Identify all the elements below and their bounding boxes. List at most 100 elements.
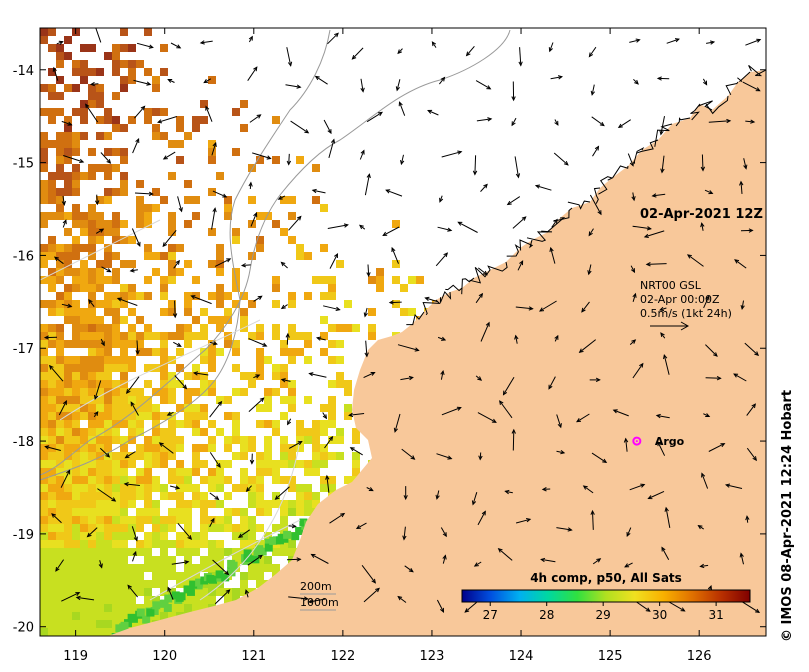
- current-arrow-shaft: [437, 336, 446, 341]
- current-arrow-head: [587, 270, 592, 276]
- sst-cell: [80, 276, 88, 284]
- current-arrow-head: [148, 44, 154, 49]
- current-arrow-head: [55, 566, 60, 572]
- sst-cell: [112, 124, 120, 132]
- sst-cell: [48, 412, 56, 420]
- sst-cell: [40, 244, 48, 252]
- sst-cell: [120, 300, 128, 308]
- sst-cell: [168, 356, 176, 364]
- sst-cell: [264, 396, 272, 404]
- sst-cell: [40, 540, 48, 548]
- sst-cell: [64, 524, 72, 532]
- lat-tick-label: -20: [13, 621, 34, 636]
- sst-cell: [320, 476, 328, 484]
- sst-cell: [48, 92, 56, 100]
- sst-cell: [160, 444, 168, 452]
- sst-cell: [368, 276, 376, 284]
- argo-float-marker[interactable]: [632, 436, 642, 446]
- current-arrow-head: [595, 377, 601, 383]
- coastline-segment: [705, 95, 729, 115]
- sst-cell: [120, 484, 128, 492]
- current-arrow-head: [447, 455, 453, 460]
- sst-cell: [104, 564, 112, 572]
- sst-cell: [176, 444, 184, 452]
- sst-cell: [88, 532, 96, 540]
- sst-cell: [208, 388, 216, 396]
- sst-cell: [80, 396, 88, 404]
- sst-cell: [160, 388, 168, 396]
- sst-cell: [240, 580, 248, 588]
- sst-cell: [48, 84, 56, 92]
- sst-cell: [128, 492, 136, 500]
- sst-cell: [176, 380, 184, 388]
- current-arrow-shaft: [363, 372, 375, 379]
- sst-cell: [56, 436, 64, 444]
- sst-cell: [160, 580, 168, 588]
- sst-cell: [40, 372, 48, 380]
- sst-cell: [232, 484, 240, 492]
- current-arrow-head: [594, 145, 600, 151]
- sst-cell: [221, 573, 230, 582]
- sst-cell: [152, 500, 160, 508]
- current-arrow-head: [465, 51, 471, 57]
- current-arrow-shaft: [391, 247, 399, 264]
- sst-cell: [88, 508, 96, 516]
- current-arrow-shaft: [363, 588, 380, 603]
- sst-cell: [128, 548, 136, 556]
- current-arrow-head: [175, 259, 180, 265]
- sst-cell: [72, 396, 80, 404]
- sst-cell: [144, 68, 152, 76]
- current-arrow-shaft: [99, 447, 110, 458]
- sst-cell: [144, 244, 152, 252]
- current-arrow-shaft: [400, 154, 404, 165]
- current-arrow-head: [441, 336, 447, 341]
- current-arrow-shaft: [514, 156, 519, 178]
- sst-cell: [104, 340, 112, 348]
- sst-cell: [104, 588, 112, 596]
- sst-cell: [136, 388, 144, 396]
- sst-cell: [120, 532, 128, 540]
- coastline-segment: [598, 176, 613, 195]
- sst-cell: [176, 156, 184, 164]
- current-arrow-head: [106, 159, 112, 164]
- sst-cell: [136, 492, 144, 500]
- sst-cell: [144, 564, 152, 572]
- sst-cell: [48, 324, 56, 332]
- sst-cell: [64, 140, 72, 148]
- sst-cell: [264, 420, 272, 428]
- current-arrow-head: [686, 254, 692, 259]
- current-arrow-shaft: [162, 229, 177, 247]
- sst-cell: [184, 500, 192, 508]
- current-arrow-head: [554, 334, 559, 340]
- sst-cell: [336, 324, 344, 332]
- sst-cell: [120, 156, 128, 164]
- sst-cell: [112, 116, 120, 124]
- current-arrow-shaft: [663, 354, 670, 375]
- sst-cell: [56, 148, 64, 156]
- sst-cell: [64, 292, 72, 300]
- sst-cell: [176, 508, 184, 516]
- lon-tick-label: 120: [152, 649, 177, 664]
- coastline-segment: [633, 146, 645, 164]
- sst-cell: [56, 300, 64, 308]
- colorbar-ramp: [461, 589, 751, 603]
- sst-cell: [160, 380, 168, 388]
- sst-cell: [248, 484, 256, 492]
- current-arrow-head: [626, 531, 631, 538]
- sst-cell: [368, 308, 376, 316]
- current-arrow-head: [515, 173, 521, 179]
- sst-cell: [283, 530, 292, 539]
- current-arrow-shaft: [134, 106, 145, 119]
- current-arrow-head: [190, 295, 196, 300]
- sst-cell: [144, 468, 152, 476]
- sst-cell: [296, 460, 304, 468]
- sst-cell: [72, 612, 80, 620]
- sst-cell: [128, 588, 136, 596]
- sst-cell: [152, 420, 160, 428]
- sst-cell: [104, 324, 112, 332]
- sst-cell: [192, 484, 200, 492]
- current-arrow-shaft: [700, 564, 709, 567]
- sst-cell: [296, 332, 304, 340]
- sst-cell: [48, 620, 56, 628]
- sst-cell: [184, 596, 192, 604]
